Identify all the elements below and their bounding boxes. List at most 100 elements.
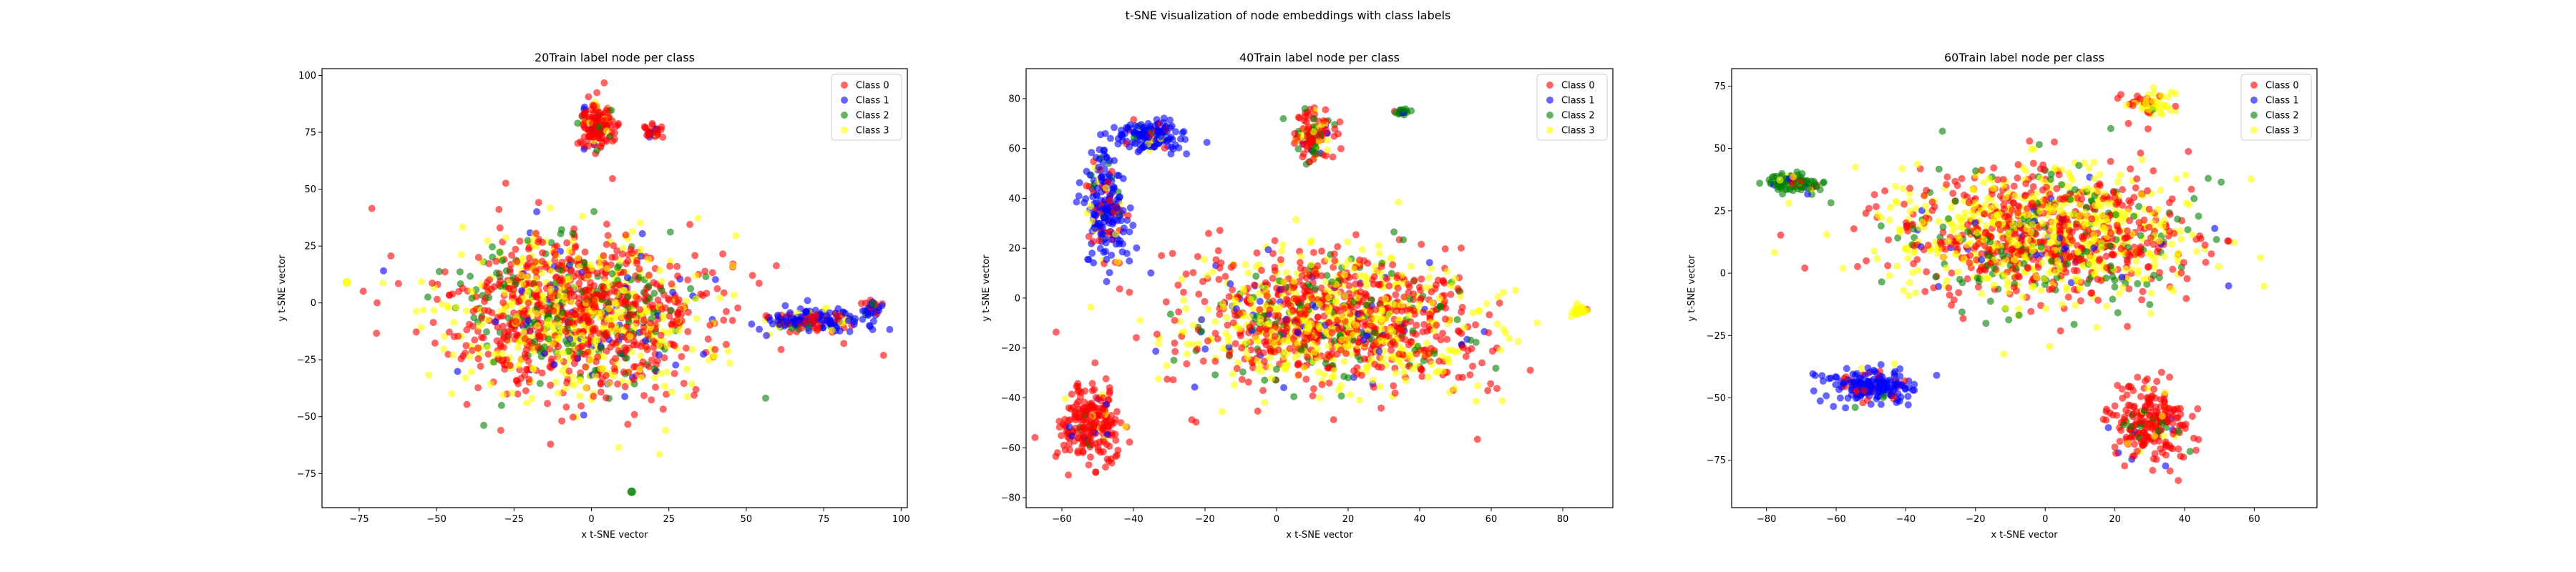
point-class0-999 [660,354,668,362]
point-class0-1375 [1126,438,1133,446]
point-class0-319 [2064,293,2072,301]
point-class0-942 [1990,164,1998,172]
point-class0-1118 [670,342,678,350]
x-tick-label: 0 [1274,514,1279,525]
point-class1-367 [1201,345,1209,353]
point-class0-1055 [1472,321,1480,329]
point-class2-1352 [547,301,555,309]
point-class0-917 [1454,285,1462,292]
point-class0-795 [582,363,590,371]
point-class0-1191 [474,384,482,392]
point-class3-1207 [1400,369,1408,377]
point-class2-840 [625,318,633,326]
point-class3-885 [2161,252,2168,260]
point-class2-1291 [1297,346,1305,354]
point-class1-1857 [1131,139,1139,147]
point-class2-1150 [1290,393,1298,400]
point-class3-1290 [618,326,626,334]
point-class0-818 [1801,264,1809,272]
point-class3-420 [2076,201,2084,209]
point-class2-1296 [1430,350,1438,358]
point-class3-594 [1316,394,1324,402]
point-class0-1171 [1216,264,1224,272]
point-class3-1187 [519,280,527,287]
point-class0-1011 [1425,310,1433,318]
legend-marker-class1 [1546,97,1553,104]
point-class1-533 [700,350,708,358]
point-class3-726 [1323,287,1331,294]
point-class1-760 [492,318,499,325]
point-class3-1384 [514,344,522,351]
point-class0-449 [429,319,437,326]
point-class2-2019 [1399,106,1407,114]
point-class2-1230 [646,295,654,302]
point-class0-1144 [1246,323,1254,331]
point-class0-786 [1485,329,1493,337]
point-class0-1303 [576,316,584,324]
point-class3-611 [1893,262,1901,270]
point-class0-923 [1460,344,1468,352]
point-class0-483 [1418,295,1425,302]
point-class0-1375 [611,253,619,261]
point-class1-1626 [804,297,811,305]
point-class3-722 [668,388,675,396]
point-class0-1512 [1088,428,1096,436]
point-class0-78 [1216,227,1224,235]
point-class0-673 [1254,347,1262,355]
point-class0-1086 [1182,270,1190,278]
point-class0-1573 [640,123,648,131]
point-class2-1143 [635,273,643,281]
y-tick-label: 60 [1008,144,1020,154]
point-class1-1713 [1093,191,1101,199]
point-class3-490 [628,227,636,235]
point-class3-1262 [1266,353,1274,361]
point-class3-58 [655,450,663,458]
point-class0-1250 [532,230,540,237]
point-class3-275 [1472,398,1480,405]
point-class1-1665 [1119,207,1127,214]
point-class3-1396 [450,319,458,327]
legend-label: Class 2 [1561,111,1595,122]
point-class0-1087 [1377,262,1385,270]
point-class3-979 [2001,304,2009,312]
point-class0-370 [1269,275,1277,282]
point-class3-810 [658,277,665,285]
point-class3-493 [1978,290,1986,297]
point-class1-1199 [380,267,387,275]
point-class0-1105 [684,327,692,335]
point-class0-762 [618,250,626,258]
point-class3-1017 [1354,294,1361,302]
point-class2-1137 [580,259,588,266]
point-class0-1498 [1052,453,1060,460]
point-class0-1201 [515,297,523,305]
point-class1-712 [1147,269,1155,277]
point-class3-1208 [1244,353,1252,361]
point-class3-1667 [1083,209,1091,217]
point-class1-847 [2225,282,2233,290]
point-class1-493 [711,276,719,283]
point-class0-1294 [1314,313,1322,321]
point-class2-1543 [593,147,601,154]
point-class3-167 [1402,377,1410,385]
plot-frame [321,68,908,508]
point-class0-1198 [711,345,719,353]
point-class0-506 [2055,171,2063,179]
point-class0-36 [2185,147,2192,155]
point-class1-1723 [1113,204,1121,212]
point-class0-787 [1331,257,1339,265]
point-class3-1225 [1407,262,1415,270]
point-class3-514 [651,374,658,382]
point-class0-960 [1419,328,1427,335]
point-class0-967 [1263,325,1270,333]
point-class3-670 [1282,365,1289,373]
point-class3-1057 [1344,335,1352,342]
point-class0-1933 [1322,152,1330,159]
point-class3-977 [570,381,578,389]
point-class0-1503 [1103,455,1111,463]
point-class3-1113 [1280,278,1288,286]
point-class3-861 [569,237,577,245]
legend-marker-class3 [841,127,848,134]
point-class3-489 [379,279,387,287]
point-class0-1091 [1307,333,1315,341]
point-class0-1048 [555,342,562,350]
